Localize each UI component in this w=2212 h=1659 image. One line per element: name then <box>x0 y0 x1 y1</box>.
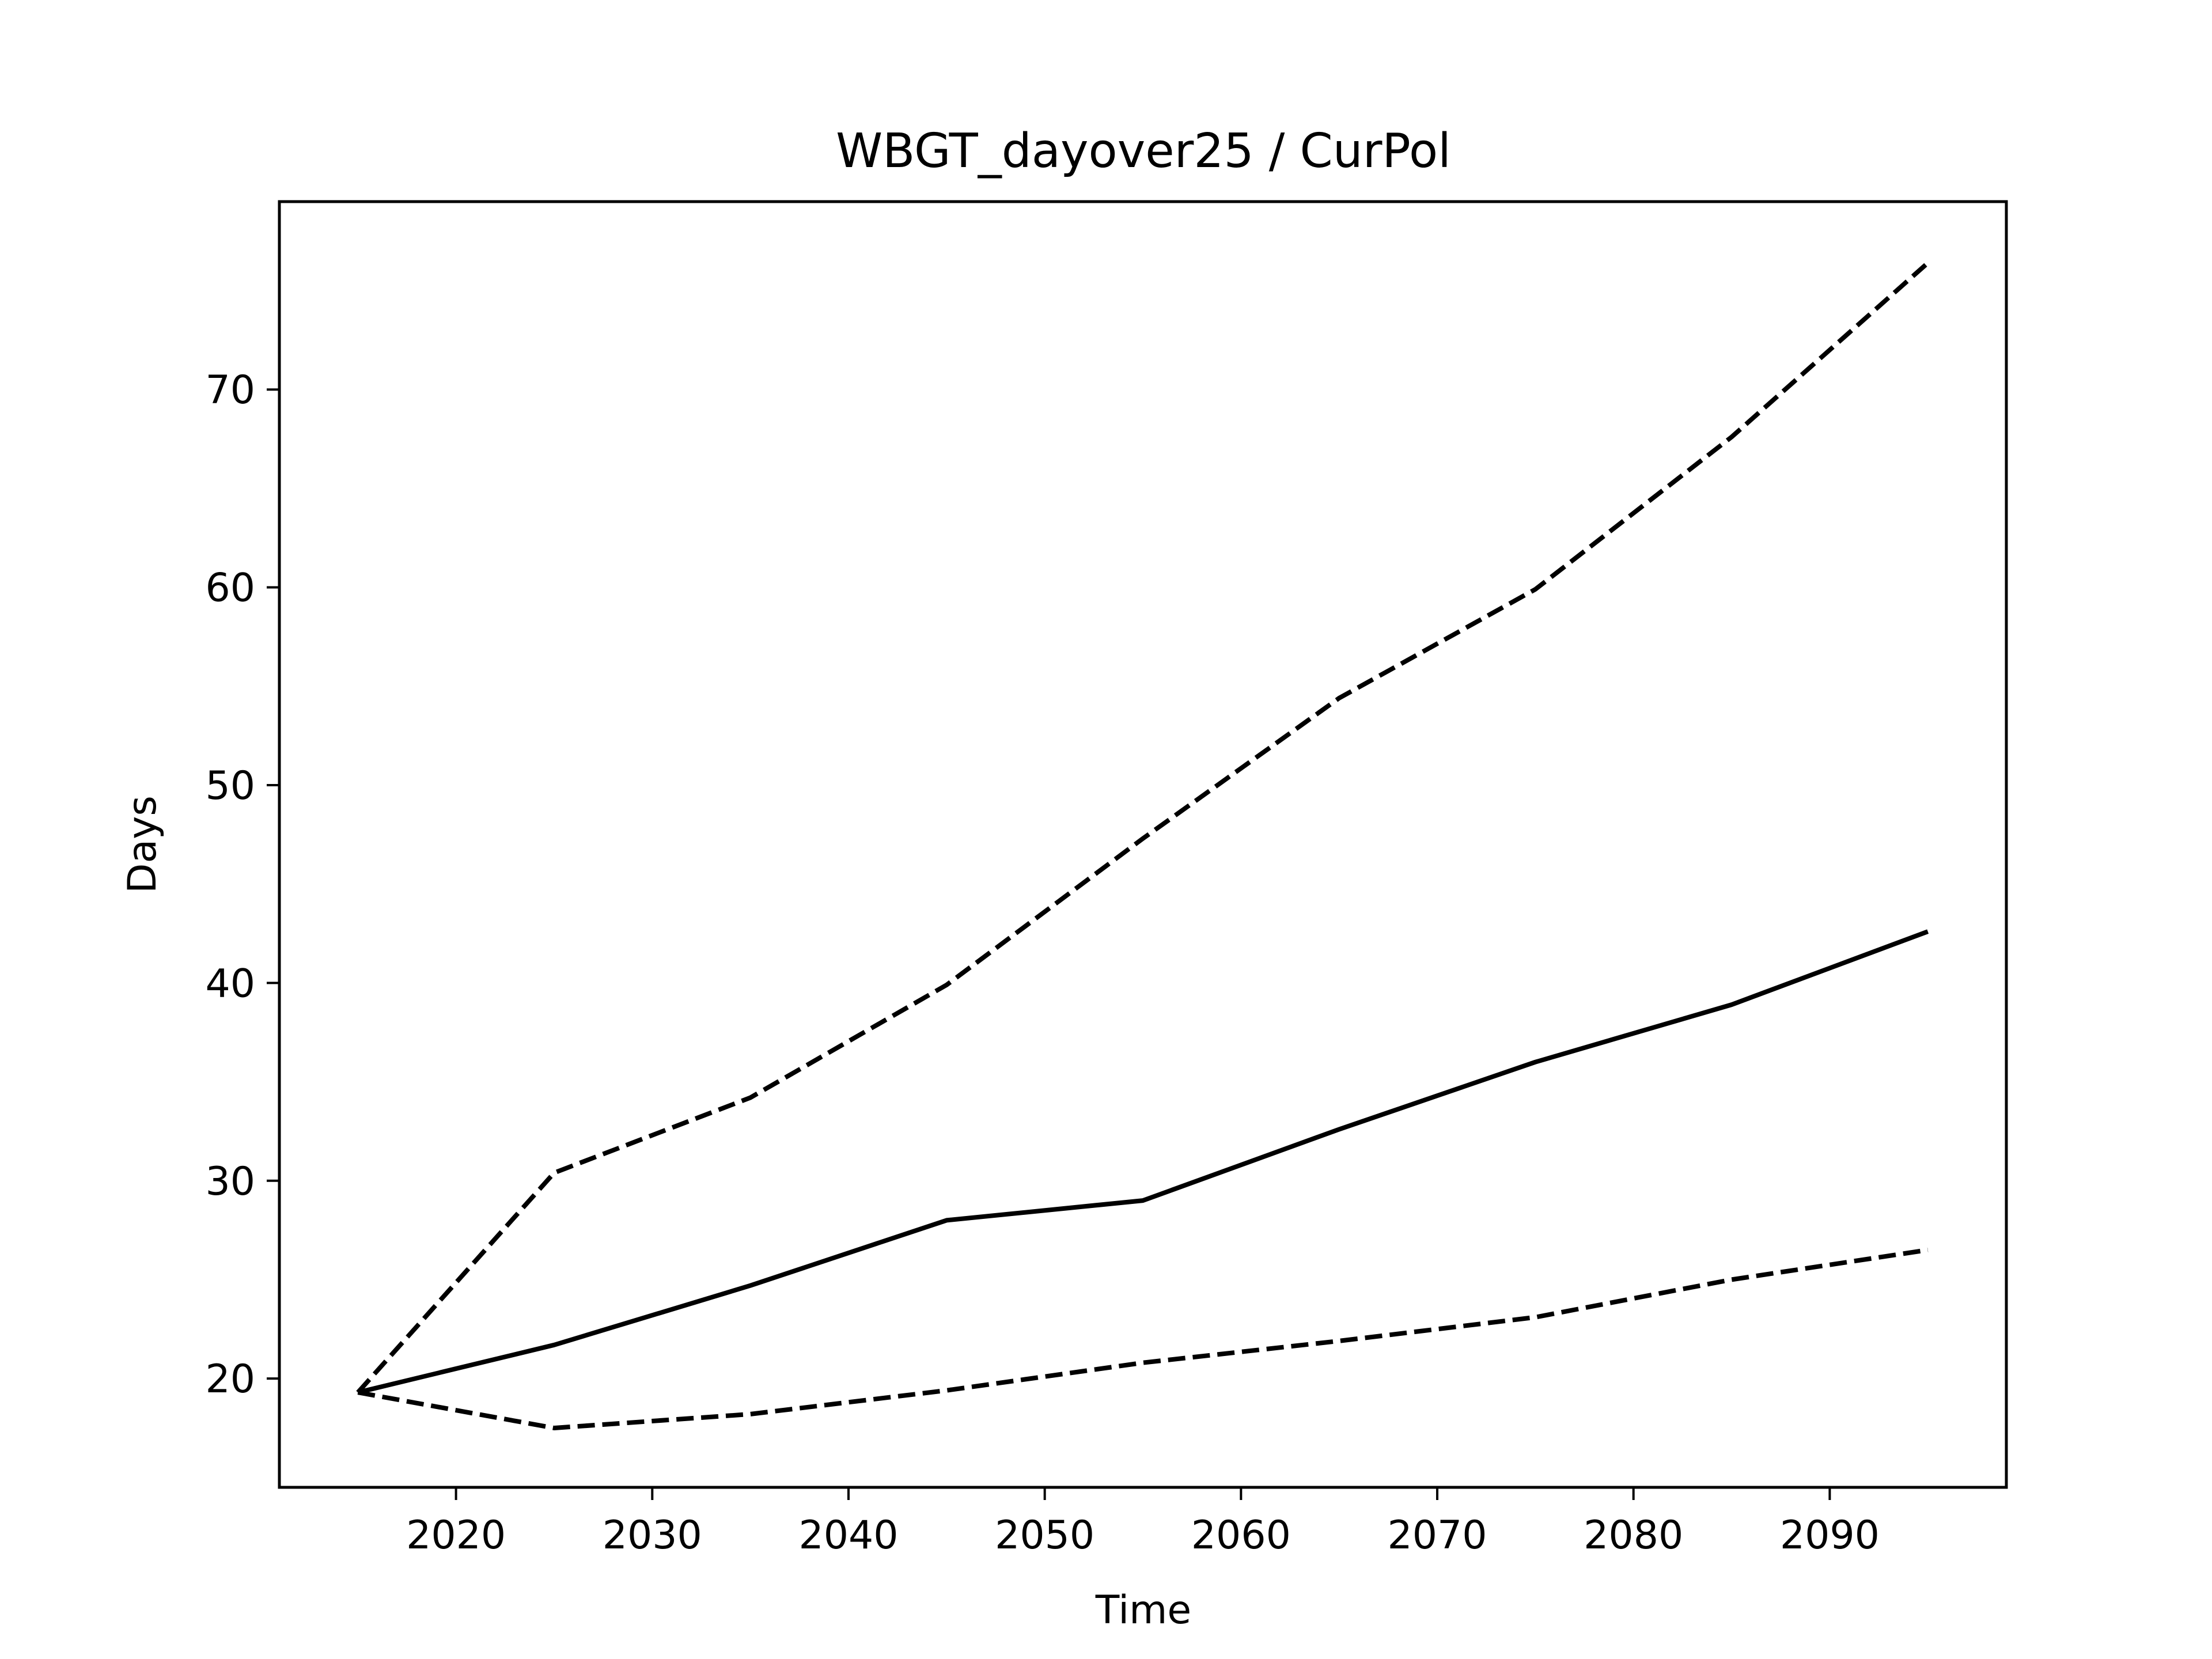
x-tick-label-2050: 2050 <box>995 1513 1094 1558</box>
x-axis: 2020 2030 2040 2050 2060 2070 2080 2090 <box>406 1487 1880 1558</box>
x-tick-label-2090: 2090 <box>1780 1513 1880 1558</box>
y-tick-label-40: 40 <box>205 961 255 1006</box>
x-tick-label-2020: 2020 <box>406 1513 506 1558</box>
x-axis-label: Time <box>1095 1588 1191 1633</box>
y-tick-label-20: 20 <box>205 1357 255 1402</box>
y-axis: 20 30 40 50 60 70 <box>205 368 279 1402</box>
series-line-3-dashed <box>357 1247 1929 1430</box>
plot-area <box>278 200 2008 1489</box>
y-tick-label-50: 50 <box>205 763 255 809</box>
x-tick-label-2030: 2030 <box>603 1513 702 1558</box>
series-line-2-dashed <box>356 261 1930 1394</box>
chart-title: WBGT_dayover25 / CurPol <box>836 124 1451 179</box>
x-tick-label-2040: 2040 <box>798 1513 898 1558</box>
x-tick-label-2070: 2070 <box>1387 1513 1487 1558</box>
y-axis-label: Days <box>120 796 165 893</box>
y-tick-label-60: 60 <box>205 566 255 611</box>
y-tick-label-70: 70 <box>205 368 255 413</box>
series-line-1-solid <box>357 929 1929 1395</box>
series-layer <box>356 261 1930 1430</box>
axes-frame <box>278 200 2008 1489</box>
x-tick-label-2060: 2060 <box>1191 1513 1291 1558</box>
x-tick-label-2080: 2080 <box>1584 1513 1683 1558</box>
y-tick-label-30: 30 <box>205 1159 255 1205</box>
